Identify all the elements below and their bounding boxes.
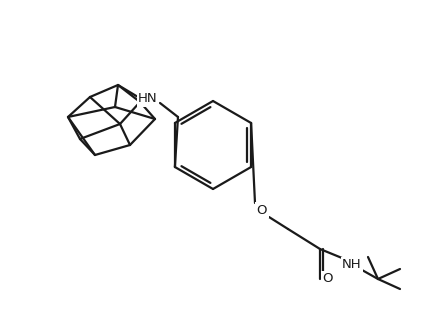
Text: NH: NH bbox=[341, 258, 361, 271]
Text: O: O bbox=[256, 204, 267, 217]
Text: HN: HN bbox=[138, 93, 158, 106]
Text: O: O bbox=[322, 273, 332, 286]
